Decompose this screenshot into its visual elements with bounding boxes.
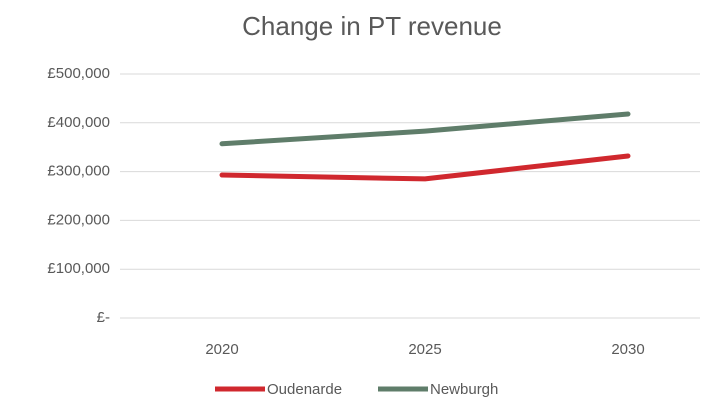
chart-title: Change in PT revenue xyxy=(242,11,502,41)
y-tick-label: £100,000 xyxy=(47,260,110,277)
line-series xyxy=(219,153,631,182)
y-tick-label: £300,000 xyxy=(47,163,110,180)
legend-label: Newburgh xyxy=(430,381,498,398)
x-tick-label: 2025 xyxy=(408,341,441,358)
y-tick-label: £500,000 xyxy=(47,65,110,82)
x-tick-label: 2020 xyxy=(205,341,238,358)
y-tick-label: £200,000 xyxy=(47,211,110,228)
x-tick-label: 2030 xyxy=(611,341,644,358)
line-series xyxy=(219,111,631,147)
y-tick-label: £- xyxy=(97,309,110,326)
legend-label: Oudenarde xyxy=(267,381,342,398)
y-tick-label: £400,000 xyxy=(47,114,110,131)
